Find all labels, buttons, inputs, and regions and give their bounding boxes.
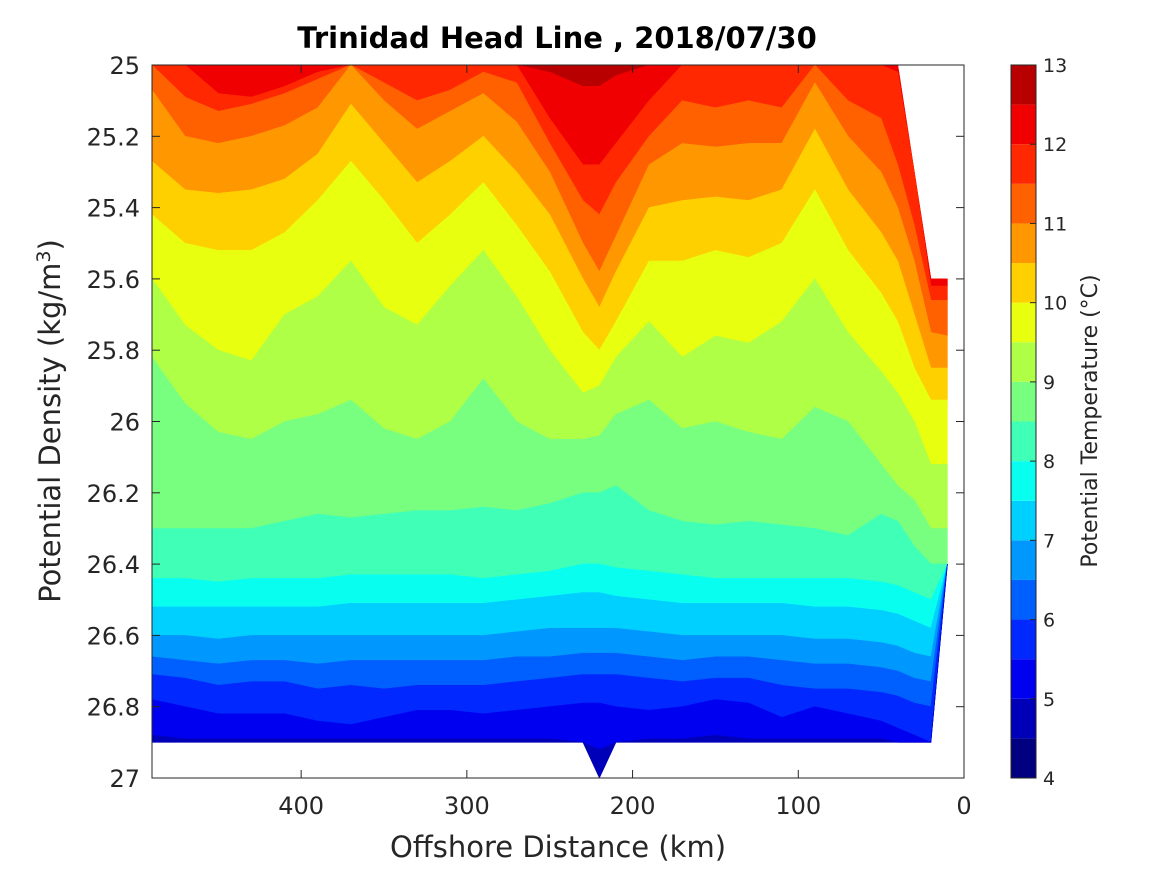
colorbar-tick-label: 4 (1043, 768, 1055, 790)
chart-title: Trinidad Head Line , 2018/07/30 (297, 21, 817, 55)
y-tick-label: 25.2 (87, 123, 140, 151)
y-axis: 25 25.2 25.4 25.6 25.8 26 26.2 26.4 26.6 26.8 27 (87, 52, 964, 793)
colorbar-cell (1011, 500, 1036, 541)
plot-area: 400 300 200 100 0 25 25.2 25.4 25.6 25.8 26 26.2 26… (87, 52, 972, 820)
colorbar-tick-label: 6 (1043, 610, 1055, 632)
colorbar-tick-label: 11 (1043, 213, 1067, 235)
colorbar-tick-label: 13 (1043, 55, 1067, 77)
y-tick-label: 26 (109, 409, 140, 437)
y-tick-label: 25.8 (87, 337, 140, 365)
colorbar-cell (1011, 381, 1036, 422)
x-tick-label: 100 (775, 792, 821, 820)
colorbar-cell (1011, 104, 1036, 145)
y-axis-label-sup: 3 (33, 250, 55, 262)
contour-band-12 (152, 65, 948, 287)
colorbar-cell (1011, 342, 1036, 382)
colorbar-tick-label: 9 (1043, 372, 1055, 394)
colorbar-cells (1011, 65, 1036, 778)
colorbar-cell (1011, 738, 1036, 778)
colorbar-cell (1011, 263, 1036, 303)
x-tick-label: 0 (956, 792, 971, 820)
colorbar: 4 5 6 7 8 9 10 11 12 13 Potential Temperature (°C… (1010, 55, 1103, 790)
colorbar-ticks: 4 5 6 7 8 9 10 11 12 13 (1030, 55, 1067, 790)
y-tick-label: 25 (109, 52, 140, 80)
colorbar-cell (1011, 461, 1036, 501)
y-tick-label: 25.6 (87, 266, 140, 294)
y-axis-label-tail: ) (33, 239, 67, 250)
colorbar-cell (1011, 65, 1036, 105)
y-tick-label: 26.6 (87, 622, 140, 650)
y-tick-label: 26.8 (87, 694, 140, 722)
x-axis: 400 300 200 100 0 (278, 65, 972, 820)
y-tick-label: 26.4 (87, 551, 140, 579)
colorbar-cell (1011, 302, 1036, 343)
y-tick-label: 27 (109, 765, 140, 793)
y-axis-label: Potential Density (kg/m3) (33, 239, 67, 603)
y-axis-label-main: Potential Density (kg/m (33, 263, 67, 603)
contour-bands (152, 65, 948, 778)
colorbar-tick-label: 12 (1043, 134, 1067, 156)
y-tick-label: 26.2 (87, 480, 140, 508)
colorbar-tick-label: 7 (1043, 530, 1055, 552)
y-tick-label: 25.4 (87, 195, 140, 223)
x-tick-label: 200 (610, 792, 656, 820)
x-tick-label: 400 (278, 792, 324, 820)
colorbar-cell (1011, 659, 1036, 699)
colorbar-cell (1011, 698, 1036, 739)
colorbar-cell (1011, 183, 1036, 224)
colorbar-label: Potential Temperature (°C) (1078, 274, 1103, 567)
colorbar-cell (1011, 540, 1036, 580)
x-axis-label: Offshore Distance (km) (390, 830, 726, 864)
colorbar-cell (1011, 421, 1036, 462)
contour-band-4.5 (152, 564, 948, 778)
colorbar-cell (1011, 223, 1036, 264)
colorbar-tick-label: 5 (1043, 689, 1055, 711)
colorbar-tick-label: 10 (1043, 293, 1067, 315)
colorbar-frame (1010, 64, 1037, 779)
x-tick-label: 300 (444, 792, 490, 820)
colorbar-tick-label: 8 (1043, 451, 1055, 473)
colorbar-cell (1011, 619, 1036, 660)
colorbar-cell (1011, 144, 1036, 184)
colorbar-cell (1011, 579, 1036, 620)
